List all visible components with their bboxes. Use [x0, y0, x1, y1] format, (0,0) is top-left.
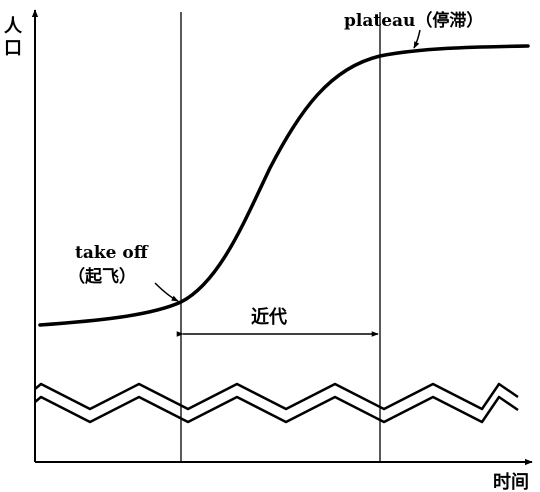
plateau-pointer-arrow	[413, 29, 421, 49]
takeoff-label-line1: take off	[75, 243, 149, 263]
takeoff-label-line2: （起飞）	[68, 266, 136, 287]
cycle-wave-upper	[34, 382, 519, 411]
modern-era-label: 近代	[251, 306, 287, 328]
takeoff-pointer-arrow	[154, 282, 179, 302]
y-axis-label-line2: 口	[4, 38, 22, 59]
y-axis-label-line1: 人	[4, 16, 23, 37]
x-axis-label: 时间	[493, 472, 529, 492]
plateau-label: plateau（停滞）	[344, 10, 483, 31]
population-s-curve	[38, 44, 530, 327]
cycle-wave-lower	[34, 395, 519, 424]
